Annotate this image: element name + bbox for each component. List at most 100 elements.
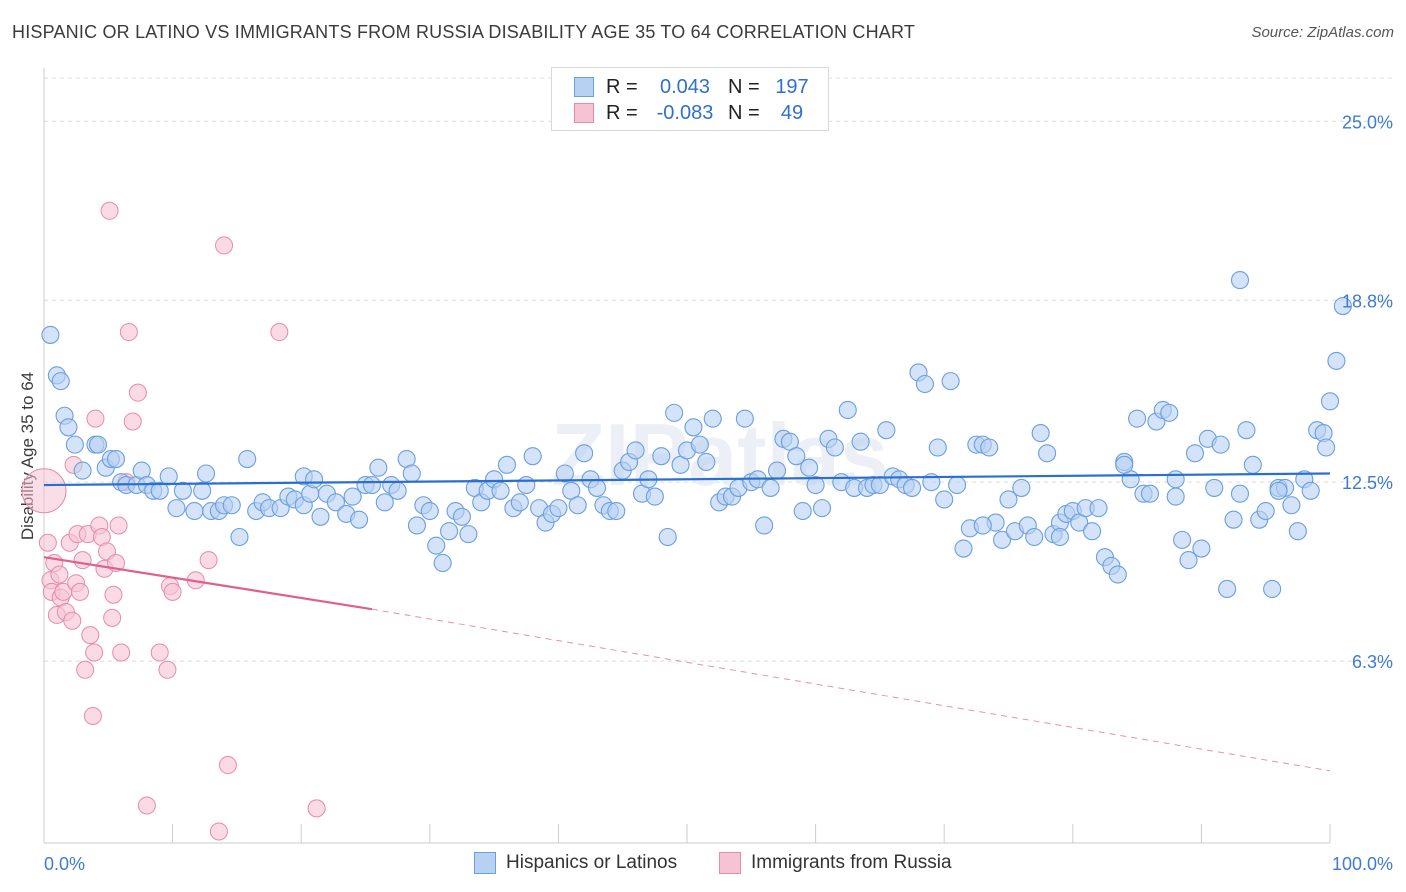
data-point-russia [81,626,100,645]
data-point-hispanic [343,487,362,506]
data-point-hispanic [652,447,671,466]
data-point-russia [163,582,182,601]
data-point-russia [21,468,67,514]
data-point-hispanic [1128,409,1147,428]
data-point-hispanic [1218,579,1237,599]
data-point-hispanic [305,470,324,489]
data-point-hispanic [607,501,626,521]
data-point-hispanic [1050,527,1069,547]
data-point-russia [112,643,131,662]
correlation-legend: R = 0.043 N = 197 R = -0.083 N = 49 [551,67,829,131]
data-point-hispanic [1237,421,1256,440]
data-point-hispanic [568,496,587,515]
data-point-hispanic [812,499,832,518]
data-point-hispanic [1025,527,1044,547]
chart-title: HISPANIC OR LATINO VS IMMIGRANTS FROM RU… [12,22,916,42]
data-point-hispanic [980,438,999,457]
data-point-russia [73,551,92,570]
bottom-legend-hispanics: Hispanics or Latinos [474,852,677,874]
data-point-hispanic [41,325,60,344]
y-tick-label: 12.5% [1342,473,1393,493]
data-point-hispanic [497,455,517,474]
data-point-russia [137,796,156,815]
data-point-hispanic [51,372,70,391]
data-point-hispanic [196,464,216,483]
y-tick-label: 18.8% [1342,291,1393,311]
data-point-russia [63,611,82,630]
data-point-russia [103,608,122,627]
data-point-hispanic [73,461,92,480]
data-point-russia [128,383,147,402]
data-point-russia [71,582,90,601]
data-point-hispanic [793,501,812,521]
data-point-hispanic [362,475,381,495]
data-point-hispanic [549,499,568,518]
data-point-hispanic [838,400,857,420]
data-point-russia [150,643,169,662]
data-point-russia [85,643,104,662]
data-point-hispanic [106,450,126,469]
legend-r-value: -0.083 [656,101,714,124]
source-label: Source: ZipAtlas.com [1251,24,1394,41]
data-point-hispanic [1205,478,1224,497]
data-point-russia [38,533,57,552]
data-point-russia [307,799,326,818]
data-point-hispanic [1327,351,1346,370]
data-point-hispanic [1320,392,1340,411]
data-point-hispanic [1230,484,1250,503]
data-point-hispanic [690,435,709,454]
legend-n-value: 197 [775,75,809,98]
data-point-russia [119,323,138,342]
data-point-hispanic [1031,424,1050,443]
data-point-hispanic [193,481,212,500]
legend-swatch-pink [574,103,594,123]
data-point-hispanic [427,536,446,555]
data-point-hispanic [1108,565,1127,584]
data-point-russia [104,585,123,604]
trend-line-russia [43,556,373,611]
data-point-hispanic [806,475,825,495]
data-point-hispanic [1166,470,1185,489]
data-point-russia [218,756,237,775]
data-point-hispanic [1263,579,1282,599]
data-point-hispanic [1160,403,1179,422]
data-point-hispanic [1282,496,1301,515]
trend-lines [43,472,1331,772]
data-point-hispanic [1115,455,1134,474]
data-point-hispanic [440,522,459,541]
legend-row-russia: R = -0.083 N = 49 [574,100,812,126]
data-point-russia [158,660,177,679]
data-point-hispanic [587,478,607,497]
legend-row-hispanics: R = 0.043 N = 197 [574,74,812,100]
legend-r-value: 0.043 [659,75,711,98]
data-point-hispanic [767,461,787,480]
data-point-russia [270,323,289,342]
data-point-hispanic [1179,551,1198,570]
data-point-hispanic [510,493,529,512]
data-point-hispanic [375,493,394,512]
data-point-hispanic [1333,297,1352,316]
data-point-hispanic [555,464,574,483]
data-point-hispanic [1288,522,1307,541]
data-point-russia [100,201,119,220]
data-point-hispanic [941,372,960,391]
data-point-hispanic [658,527,677,547]
data-point-hispanic [350,510,369,529]
data-point-hispanic [159,467,178,486]
data-point-russia [76,660,95,679]
y-tick-label: 25.0% [1342,112,1393,132]
bottom-legend-swatch-blue [474,852,496,874]
data-point-hispanic [433,553,452,573]
series-hispanics-or-latinos [41,271,1352,599]
data-point-hispanic [1269,481,1288,500]
data-point-hispanic [1256,501,1275,521]
legend-r-label: R = [606,75,638,98]
data-point-hispanic [452,507,472,526]
bottom-legend-swatch-pink [719,852,741,874]
data-point-russia [123,412,142,431]
data-point-hispanic [948,475,967,495]
data-point-hispanic [935,490,954,509]
data-point-hispanic [65,435,84,454]
data-point-hispanic [703,409,722,428]
